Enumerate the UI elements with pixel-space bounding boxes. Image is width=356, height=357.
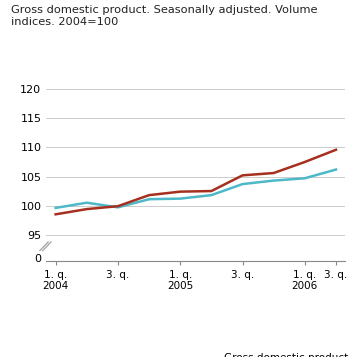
Gross domestic product,
Mainland-Norway	[272, 171, 276, 175]
Gross domestic product	[147, 197, 151, 201]
Gross domestic product,
Mainland-Norway	[334, 147, 338, 152]
Gross domestic product,
Mainland-Norway	[53, 212, 58, 216]
Gross domestic product,
Mainland-Norway	[240, 173, 245, 177]
Text: Gross domestic product. Seasonally adjusted. Volume
indices. 2004=100: Gross domestic product. Seasonally adjus…	[11, 5, 317, 27]
Gross domestic product	[303, 176, 307, 180]
Gross domestic product	[178, 196, 182, 201]
Gross domestic product	[209, 193, 214, 197]
Gross domestic product	[85, 201, 89, 205]
Gross domestic product	[272, 178, 276, 183]
Gross domestic product,
Mainland-Norway	[209, 189, 214, 193]
Gross domestic product,
Mainland-Norway	[85, 207, 89, 211]
Line: Gross domestic product,
Mainland-Norway: Gross domestic product, Mainland-Norway	[56, 150, 336, 214]
Line: Gross domestic product: Gross domestic product	[56, 170, 336, 208]
Legend: Gross domestic product, Gross domestic product,
Mainland-Norway: Gross domestic product, Gross domestic p…	[36, 349, 356, 357]
Gross domestic product,
Mainland-Norway	[147, 193, 151, 197]
Gross domestic product,
Mainland-Norway	[178, 190, 182, 194]
Gross domestic product,
Mainland-Norway	[116, 204, 120, 208]
Gross domestic product	[334, 167, 338, 172]
Gross domestic product	[53, 206, 58, 210]
Gross domestic product,
Mainland-Norway	[303, 160, 307, 164]
Gross domestic product	[116, 205, 120, 210]
Gross domestic product	[240, 182, 245, 186]
